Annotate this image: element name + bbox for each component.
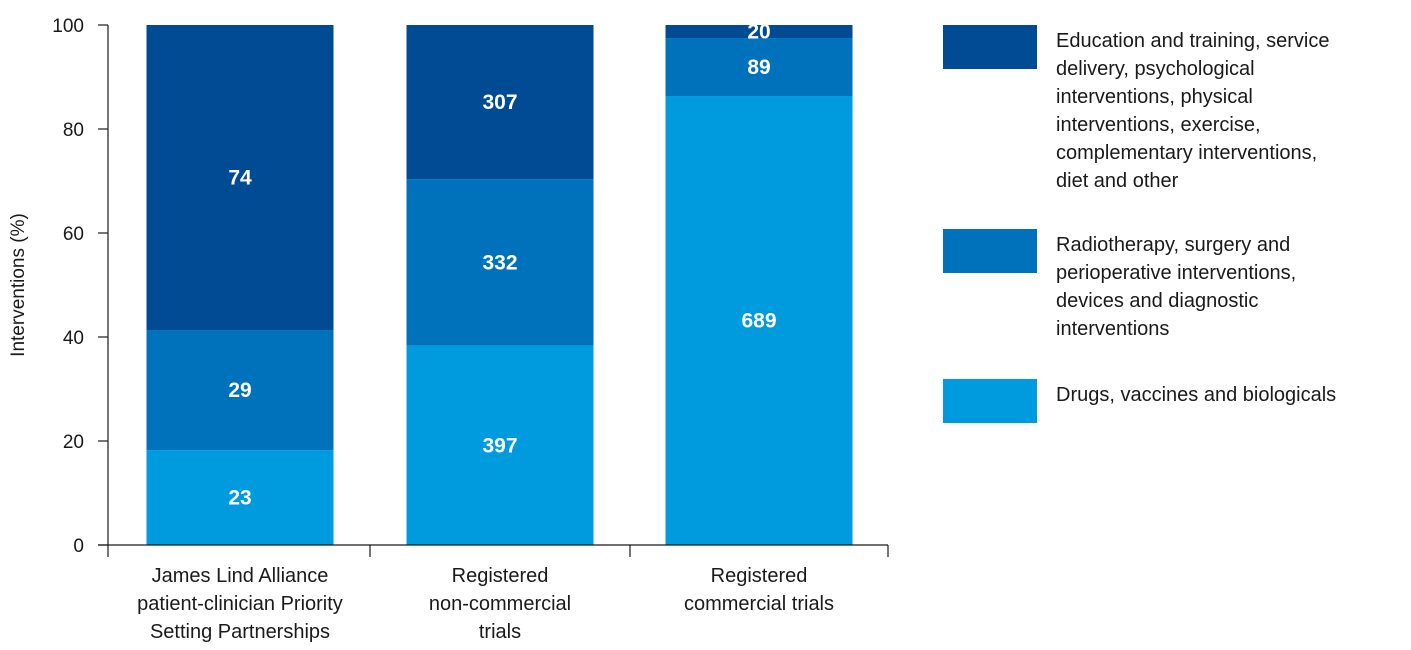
- legend-label-1: Radiotherapy, surgery and perioperative i…: [1056, 234, 1296, 340]
- legend-swatch-2: [943, 379, 1037, 423]
- y-tick-label-2: 40: [63, 328, 84, 349]
- bar-segment-2-1: [665, 38, 853, 97]
- y-tick-label-4: 80: [63, 120, 84, 141]
- y-tick-label-3: 60: [63, 224, 84, 245]
- bar-segment-1-0: [406, 345, 594, 545]
- category-label-1: Registered non-commercial trials: [429, 565, 571, 643]
- data-labels-layer: 23 29 74 397 332 307 689 89 20: [228, 21, 776, 510]
- legend-label-0: Education and training, service delivery,…: [1056, 30, 1330, 192]
- category-label-2: Registered commercial trials: [684, 565, 834, 615]
- data-label-2-2: 20: [747, 21, 770, 44]
- bar-segment-0-0: [146, 450, 334, 545]
- legend-swatch-0: [943, 25, 1037, 69]
- bars-layer: [146, 25, 853, 545]
- legend-swatch-1: [943, 229, 1037, 273]
- legend-label-2: Drugs, vaccines and biologicals: [1056, 384, 1336, 406]
- category-label-0: James Lind Alliance patient-clinician Pri…: [137, 565, 343, 643]
- y-tick-label-1: 20: [63, 432, 84, 453]
- legend: Education and training, service delivery,…: [943, 25, 1336, 423]
- y-tick-label-0: 0: [73, 536, 84, 557]
- data-label-0-2: 74: [228, 167, 252, 190]
- data-label-2-0: 689: [741, 310, 776, 333]
- bar-segment-1-2: [406, 25, 594, 180]
- data-label-0-1: 29: [228, 379, 251, 402]
- data-label-2-1: 89: [747, 56, 770, 79]
- data-label-1-2: 307: [482, 91, 517, 114]
- bar-segment-1-1: [406, 179, 594, 346]
- axes-layer: 0 20 40 60 80 100 James Lind Alliance patient-c…: [8, 16, 889, 643]
- y-axis-title: Interventions (%): [8, 213, 29, 357]
- data-label-1-1: 332: [482, 251, 517, 274]
- y-tick-label-5: 100: [52, 16, 84, 37]
- bar-segment-2-2: [665, 25, 853, 39]
- bar-segment-0-1: [146, 330, 334, 451]
- bar-segment-0-2: [146, 25, 334, 331]
- bar-segment-2-0: [665, 96, 853, 545]
- data-label-0-0: 23: [228, 487, 251, 510]
- data-label-1-0: 397: [482, 434, 517, 457]
